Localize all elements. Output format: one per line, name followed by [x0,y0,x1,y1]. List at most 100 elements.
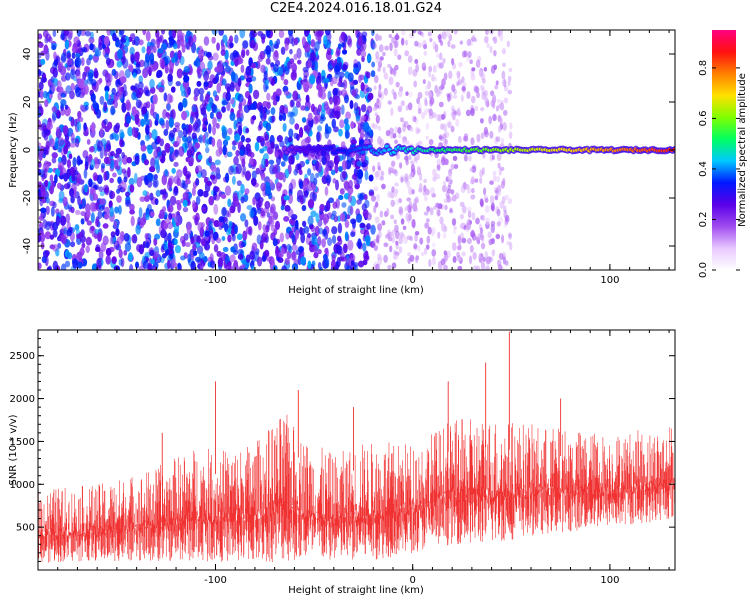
heatmap-cell [331,118,337,129]
heatmap-cell [375,56,379,64]
heatmap-cell [240,196,245,204]
heatmap-cell [311,235,318,246]
heatmap-cell [480,234,485,243]
heatmap-cell [483,67,488,72]
heatmap-cell [74,224,80,231]
heatmap-cell [145,241,150,249]
heatmap-cell [188,36,194,47]
heatmap-cell [189,114,194,125]
heatmap-cell [167,259,171,270]
heatmap-cell [480,107,485,112]
heatmap-cell [349,205,354,215]
heatmap-cell [168,243,175,250]
heatmap-cell [384,45,390,51]
heatmap-cell [111,256,117,265]
heatmap-cell [497,264,503,270]
heatmap-cell [127,166,131,178]
heatmap-cell [78,231,84,237]
heatmap-cell [211,36,216,44]
heatmap-cell [453,30,458,35]
heatmap-cell [379,210,384,218]
heatmap-cell [55,126,62,132]
heatmap-cell [301,180,308,191]
heatmap-cell [274,151,279,158]
heatmap-cell [191,200,196,210]
heatmap-cell [175,199,181,205]
heatmap-cell [221,106,226,113]
heatmap-cell [379,142,384,149]
y-tick-label: 1500 [10,437,35,448]
heatmap-cell [330,169,336,176]
heatmap-cell [418,172,423,182]
heatmap-cell [164,169,169,177]
heatmap-cell [372,165,376,172]
heatmap-cell [391,235,396,244]
heatmap-cell [123,249,128,256]
heatmap-cell [150,157,156,168]
heatmap-cell [38,150,43,162]
heatmap-cell [412,69,418,77]
signal-point [367,144,373,149]
heatmap-cell [446,120,452,128]
heatmap-cell [371,195,377,202]
y-tick-label: 500 [16,523,35,534]
heatmap-cell [447,185,452,191]
heatmap-cell [329,96,334,105]
heatmap-cell [283,78,289,86]
heatmap-cell [479,177,483,184]
heatmap-cell [463,154,468,162]
heatmap-cell [218,146,223,155]
heatmap-cell [390,160,396,168]
heatmap-cell [387,100,392,105]
heatmap-cell [51,44,57,51]
heatmap-cell [121,140,126,147]
heatmap-cell [324,247,329,255]
heatmap-cell [398,206,403,215]
heatmap-cell [250,264,255,270]
heatmap-cell [193,87,200,97]
heatmap-cell [374,170,380,178]
heatmap-cell [164,248,169,256]
heatmap-cell [507,89,513,95]
heatmap-cell [258,120,263,130]
heatmap-cell [166,93,173,104]
heatmap-cell [62,196,68,207]
heatmap-cell [344,94,349,104]
heatmap-cell [415,63,419,73]
heatmap-cell [310,210,317,218]
heatmap-cell [342,79,348,90]
heatmap-cell [432,176,437,182]
heatmap-cell [359,222,366,229]
heatmap-cell [433,205,437,210]
heatmap-cell [64,260,71,268]
heatmap-cell [399,174,405,184]
heatmap-cell [44,231,52,240]
heatmap-cell [225,228,232,236]
heatmap-cell [182,206,189,213]
heatmap-cell [75,56,82,67]
heatmap-cell [333,215,339,223]
heatmap-cell [109,177,114,184]
heatmap-cell [421,112,426,120]
heatmap-cell [194,142,200,149]
heatmap-cell [424,97,428,106]
heatmap-cell [470,95,476,104]
heatmap-cell [215,237,222,244]
heatmap-cell [388,166,392,176]
heatmap-cell [144,232,149,240]
heatmap-cell [204,137,210,148]
heatmap-cell [241,259,247,265]
heatmap-cell [197,154,203,160]
heatmap-cell [116,195,122,203]
heatmap-cell [146,172,154,181]
heatmap-cell [503,97,509,104]
heatmap-cell [224,185,232,196]
heatmap-cell [277,171,284,181]
heatmap-cell [79,235,87,243]
heatmap-cell [448,70,453,80]
heatmap-cell [162,109,168,120]
heatmap-cell [187,253,191,264]
heatmap-cell [304,42,311,53]
heatmap-cell [427,31,432,37]
heatmap-cell [457,111,462,117]
